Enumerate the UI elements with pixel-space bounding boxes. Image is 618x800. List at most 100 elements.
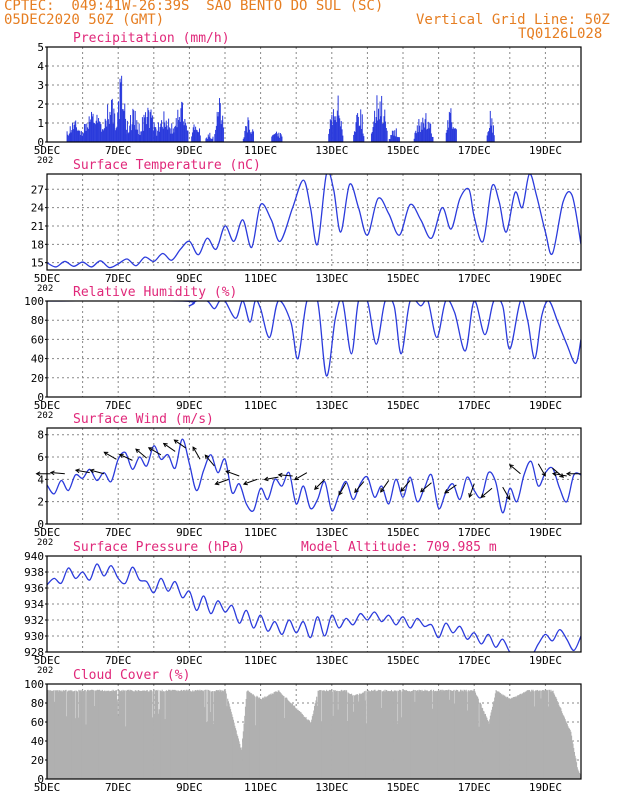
cloud-bar [424, 689, 426, 779]
precip-bar [198, 132, 200, 142]
cloud-bar [407, 691, 409, 779]
x-tick-label: 17DEC [458, 781, 491, 794]
wind-arrow [192, 446, 201, 460]
cloud-bar [536, 689, 538, 779]
cloud-bar [324, 691, 326, 779]
cloud-bar [232, 717, 234, 779]
precip-bar [423, 123, 425, 142]
cloud-bar [104, 691, 106, 779]
cloud-bar [432, 689, 435, 779]
cloud-bar [178, 690, 180, 779]
cloud-bar [434, 690, 436, 779]
grid-lines [47, 555, 582, 653]
cloud-bar [323, 690, 325, 779]
cloud-bar [356, 694, 358, 779]
precip-bar [341, 129, 343, 142]
wind-arrow [338, 482, 347, 496]
cloud-bar [81, 691, 83, 779]
cloud-bar [139, 691, 141, 779]
cloud-bar [203, 689, 205, 779]
cloud-bar [454, 690, 457, 779]
cloud-bar [421, 689, 423, 779]
cloud-bar [481, 707, 483, 779]
precip-bar [121, 75, 123, 142]
cloud-bar [420, 691, 422, 779]
precip-bar [214, 134, 216, 142]
cloud-bar [437, 691, 439, 779]
cloud-bar [507, 697, 509, 779]
cloud-bar [363, 691, 365, 779]
precip-bar [153, 122, 155, 142]
panel-frame [46, 173, 582, 271]
cloud-bar [126, 690, 128, 779]
cloud-bar [144, 691, 146, 779]
precip-bar [271, 136, 273, 142]
cloud-bar [321, 690, 323, 779]
cloud-bar [468, 691, 470, 779]
cloud-bar [295, 708, 297, 779]
cloud-bar [531, 690, 533, 779]
cloud-bar [484, 714, 486, 779]
y-tick-label: 21 [31, 220, 44, 233]
cloud-bar [148, 691, 150, 779]
cloud-bar [409, 691, 411, 779]
precip-bar [251, 131, 253, 142]
cloud-bar [189, 690, 191, 779]
precip-bar [489, 128, 491, 142]
cloud-bar [554, 696, 556, 779]
cloud-bar [376, 690, 378, 779]
cloud-bar [125, 726, 127, 779]
cloud-bar [346, 690, 348, 779]
precip-bar [360, 128, 362, 142]
cloud-bar [357, 695, 359, 779]
precip-bar [448, 127, 450, 142]
cloud-bar [360, 693, 363, 779]
cloud-bar [515, 697, 517, 779]
cloud-bar [220, 691, 222, 779]
precip-bar [130, 130, 132, 142]
cloud-bar [378, 689, 380, 779]
cloud-bar [457, 690, 459, 779]
precip-bar [167, 129, 169, 142]
cloud-bar [343, 690, 345, 779]
wind-arrow [277, 472, 293, 478]
year-fragment-label: 202 [37, 411, 53, 421]
cloud-bar [388, 691, 390, 779]
precip-bar [185, 122, 187, 142]
cloud-bar [363, 692, 365, 779]
cloud-bar [209, 690, 211, 779]
cloud-bar [95, 691, 97, 779]
x-tick-label: 19DEC [529, 272, 562, 285]
y-tick-label: 27 [31, 183, 44, 196]
cloud-bar [365, 690, 367, 779]
precip-bar [169, 128, 171, 142]
cloud-bar [501, 695, 504, 779]
cloud-bar [352, 694, 354, 779]
cloud-bar [455, 689, 457, 779]
cloud-bar [530, 691, 532, 779]
precip-bar [427, 121, 429, 142]
cloud-bar [202, 690, 204, 779]
precip-bar [211, 138, 213, 142]
cloud-bar [256, 695, 258, 779]
cloud-bar [573, 747, 575, 779]
cloud-bar [540, 698, 542, 779]
cloud-bar [353, 711, 355, 779]
y-tick-label: 40 [31, 735, 44, 748]
cloud-bar [76, 691, 78, 779]
cloud-bar [506, 697, 508, 779]
cloud-bar [170, 690, 172, 779]
cloud-bar [168, 689, 170, 779]
cloud-bar [529, 690, 531, 779]
precip-bar [161, 120, 163, 142]
cloud-bar [126, 689, 128, 779]
precip-bar [491, 118, 493, 142]
cloud-bar [228, 703, 230, 779]
panel-frame [46, 300, 582, 398]
precip-bar [380, 116, 382, 142]
cloud-bar [344, 691, 346, 779]
wind-arrow [263, 476, 279, 482]
cloud-bar [73, 691, 75, 779]
wind-arrow [214, 478, 229, 486]
